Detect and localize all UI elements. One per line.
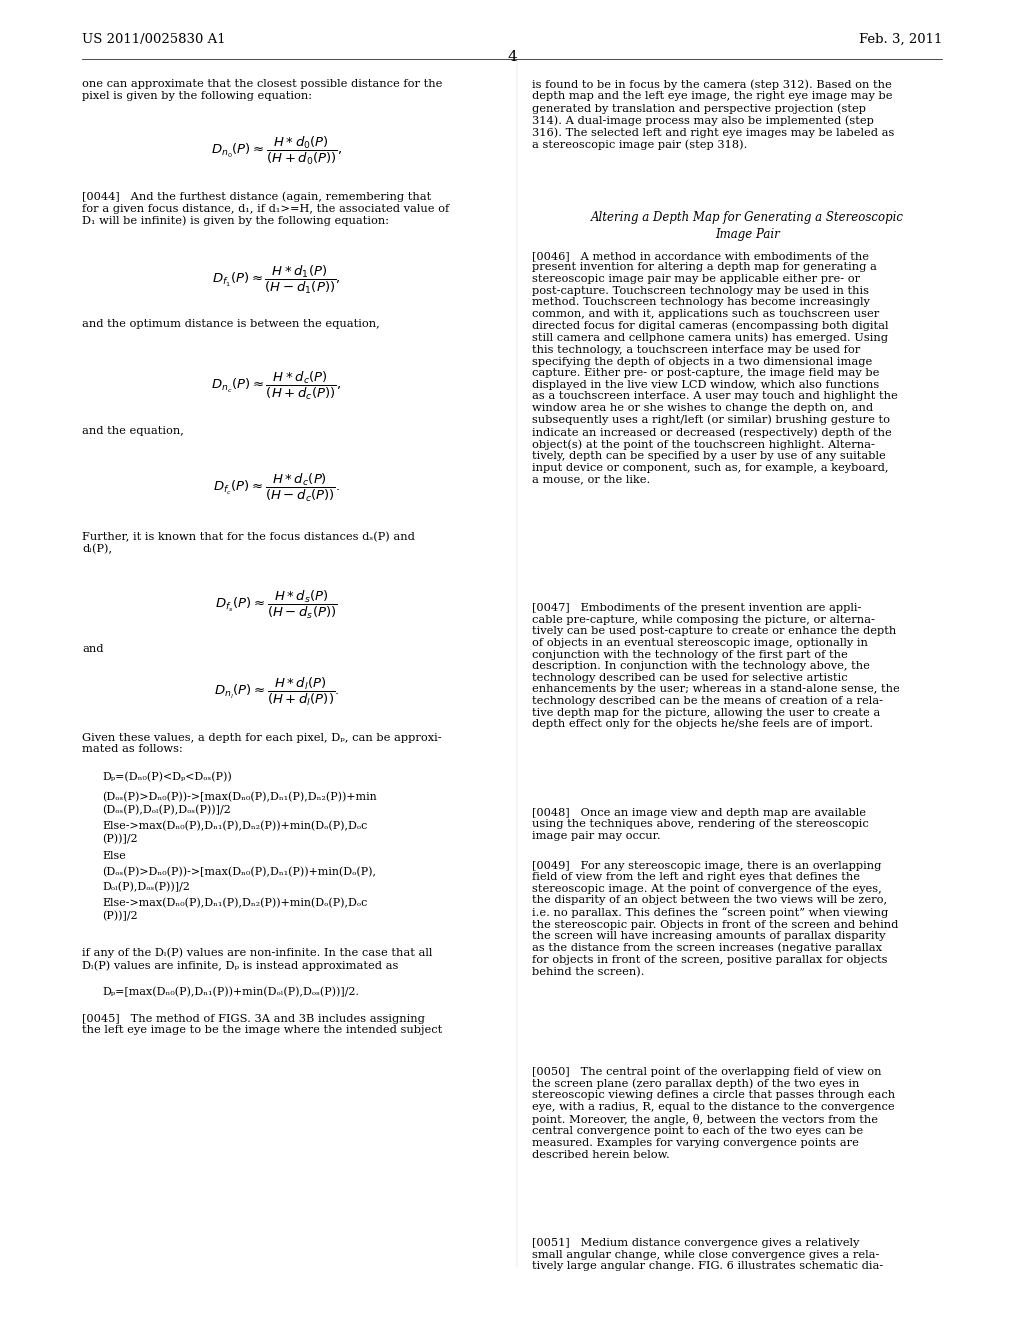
Text: one can approximate that the closest possible distance for the
pixel is given by: one can approximate that the closest pos… — [82, 79, 442, 100]
Text: Else->max(Dₙ₀(P),Dₙ₁(P),Dₙ₂(P))+min(Dₒ(P),Dₒc: Else->max(Dₙ₀(P),Dₙ₁(P),Dₙ₂(P))+min(Dₒ(P… — [102, 821, 368, 832]
Text: $D_{f_c}(P) \approx \dfrac{H * d_c(P)}{(H - d_c(P))}.$: $D_{f_c}(P) \approx \dfrac{H * d_c(P)}{(… — [213, 471, 340, 503]
Text: [0051]   Medium distance convergence gives a relatively
small angular change, wh: [0051] Medium distance convergence gives… — [532, 1238, 884, 1271]
Text: $D_{f_s}(P) \approx \dfrac{H * d_s(P)}{(H - d_s(P))}$: $D_{f_s}(P) \approx \dfrac{H * d_s(P)}{(… — [215, 589, 338, 620]
Text: is found to be in focus by the camera (step 312). Based on the
depth map and the: is found to be in focus by the camera (s… — [532, 79, 895, 150]
Text: Else: Else — [102, 851, 126, 862]
Text: Feb. 3, 2011: Feb. 3, 2011 — [859, 33, 942, 46]
Text: $D_{n_0}(P) \approx \dfrac{H * d_0(P)}{(H + d_0(P))},$: $D_{n_0}(P) \approx \dfrac{H * d_0(P)}{(… — [211, 135, 342, 166]
Text: [0048]   Once an image view and depth map are available
using the techniques abo: [0048] Once an image view and depth map … — [532, 808, 869, 841]
Text: Further, it is known that for the focus distances dₛ(P) and
dₗ(P),: Further, it is known that for the focus … — [82, 532, 415, 554]
Text: [0045]   The method of FIGS. 3A and 3B includes assigning
the left eye image to : [0045] The method of FIGS. 3A and 3B inc… — [82, 1014, 442, 1035]
Text: (P))]/2: (P))]/2 — [102, 834, 138, 845]
Text: Dₒₗ(P),Dₒₛ(P))]/2: Dₒₗ(P),Dₒₛ(P))]/2 — [102, 882, 190, 892]
Text: $D_{n_c}(P) \approx \dfrac{H * d_c(P)}{(H + d_c(P))},$: $D_{n_c}(P) \approx \dfrac{H * d_c(P)}{(… — [211, 370, 342, 401]
Text: (P))]/2: (P))]/2 — [102, 911, 138, 921]
Text: Dₚ=[max(Dₙ₀(P),Dₙ₁(P))+min(Dₒₗ(P),Dₒₛ(P))]/2.: Dₚ=[max(Dₙ₀(P),Dₙ₁(P))+min(Dₒₗ(P),Dₒₛ(P)… — [102, 987, 359, 998]
Text: Else->max(Dₙ₀(P),Dₙ₁(P),Dₙ₂(P))+min(Dₒ(P),Dₒc: Else->max(Dₙ₀(P),Dₙ₁(P),Dₙ₂(P))+min(Dₒ(P… — [102, 898, 368, 908]
Text: [0050]   The central point of the overlapping field of view on
the screen plane : [0050] The central point of the overlapp… — [532, 1067, 896, 1160]
Text: and: and — [82, 644, 103, 655]
Text: Dₚ=(Dₙ₀(P)<Dₚ<Dₒₛ(P)): Dₚ=(Dₙ₀(P)<Dₚ<Dₒₛ(P)) — [102, 772, 232, 783]
Text: [0044]   And the furthest distance (again, remembering that
for a given focus di: [0044] And the furthest distance (again,… — [82, 191, 450, 226]
Text: and the equation,: and the equation, — [82, 426, 183, 437]
Text: [0049]   For any stereoscopic image, there is an overlapping
field of view from : [0049] For any stereoscopic image, there… — [532, 861, 899, 977]
Text: $D_{f_1}(P) \approx \dfrac{H * d_1(P)}{(H - d_1(P))},$: $D_{f_1}(P) \approx \dfrac{H * d_1(P)}{(… — [212, 264, 341, 296]
Text: [0047]   Embodiments of the present invention are appli-
cable pre-capture, whil: [0047] Embodiments of the present invent… — [532, 603, 900, 729]
Text: Altering a Depth Map for Generating a Stereoscopic: Altering a Depth Map for Generating a St… — [591, 211, 904, 224]
Text: Image Pair: Image Pair — [715, 228, 780, 242]
Text: if any of the Dₗ(P) values are non-infinite. In the case that all
Dₗ(P) values a: if any of the Dₗ(P) values are non-infin… — [82, 948, 432, 970]
Text: (Dₒₛ(P)>Dₙ₀(P))->[max(Dₙ₀(P),Dₙ₁(P),Dₙ₂(P))+min: (Dₒₛ(P)>Dₙ₀(P))->[max(Dₙ₀(P),Dₙ₁(P),Dₙ₂(… — [102, 792, 377, 803]
Text: Given these values, a depth for each pixel, Dₚ, can be approxi-
mated as follows: Given these values, a depth for each pix… — [82, 733, 441, 754]
Text: and the optimum distance is between the equation,: and the optimum distance is between the … — [82, 319, 380, 330]
Text: [0046]   A method in accordance with embodiments of the
present invention for al: [0046] A method in accordance with embod… — [532, 251, 898, 484]
Text: (Dₒₛ(P)>Dₙ₀(P))->[max(Dₙ₀(P),Dₙ₁(P))+min(Dₒ(P),: (Dₒₛ(P)>Dₙ₀(P))->[max(Dₙ₀(P),Dₙ₁(P))+min… — [102, 867, 377, 878]
Text: 4: 4 — [507, 50, 517, 65]
Text: (Dₒₛ(P),Dₒₗ(P),Dₒₛ(P))]/2: (Dₒₛ(P),Dₒₗ(P),Dₒₛ(P))]/2 — [102, 805, 231, 816]
Text: $D_{n_l}(P) \approx \dfrac{H * d_l(P)}{(H + d_l(P))}.$: $D_{n_l}(P) \approx \dfrac{H * d_l(P)}{(… — [214, 676, 339, 708]
Text: US 2011/0025830 A1: US 2011/0025830 A1 — [82, 33, 225, 46]
